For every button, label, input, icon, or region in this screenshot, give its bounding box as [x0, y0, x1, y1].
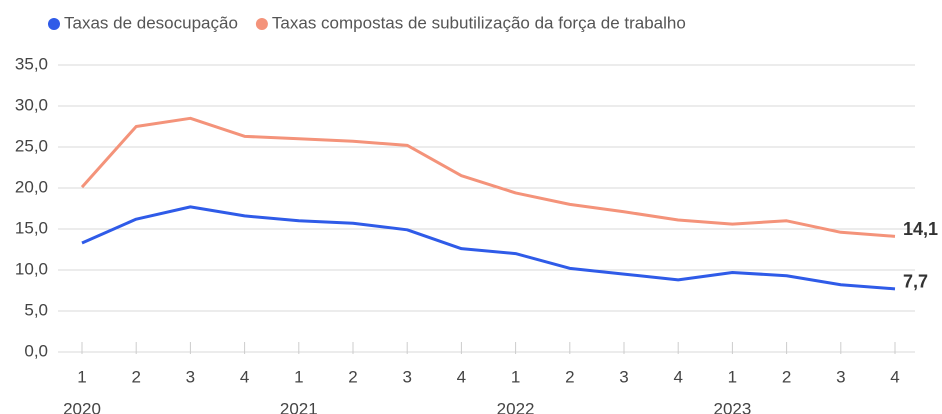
y-tick-label: 15,0 [15, 218, 48, 237]
x-tick-label: 4 [890, 367, 899, 386]
x-tick-label: 1 [511, 367, 520, 386]
year-label: 2022 [497, 399, 535, 414]
x-tick-label: 2 [782, 367, 791, 386]
y-tick-label: 5,0 [24, 300, 48, 319]
y-tick-label: 25,0 [15, 136, 48, 155]
x-tick-label: 2 [565, 367, 574, 386]
legend-marker [255, 18, 268, 30]
x-tick-label: 3 [402, 367, 411, 386]
y-tick-label: 0,0 [24, 341, 48, 360]
x-tick-label: 4 [457, 367, 466, 386]
series-line [80, 116, 896, 238]
y-tick-label: 10,0 [15, 259, 48, 278]
x-tick-label: 1 [294, 367, 303, 386]
data-label: 14,1 [903, 219, 938, 239]
series-line [81, 205, 896, 291]
x-tick-label: 4 [240, 367, 249, 386]
y-tick-label: 30,0 [15, 95, 48, 114]
legend-marker [48, 18, 60, 30]
y-tick-label: 35,0 [15, 54, 48, 73]
x-tick-label: 1 [77, 367, 86, 386]
x-tick-label: 4 [673, 367, 682, 386]
x-tick-label: 1 [728, 367, 737, 386]
x-tick-label: 3 [619, 367, 628, 386]
year-label: 2020 [63, 399, 101, 414]
x-tick-label: 3 [186, 367, 195, 386]
x-tick-label: 3 [836, 367, 845, 386]
x-tick-label: 2 [348, 367, 357, 386]
year-label: 2021 [280, 399, 318, 414]
legend-label: Taxas compostas de subutilização da forç… [272, 13, 686, 32]
data-label: 7,7 [903, 272, 928, 292]
legend-label: Taxas de desocupação [64, 13, 238, 32]
y-tick-label: 20,0 [15, 177, 48, 196]
year-label: 2023 [713, 399, 751, 414]
x-tick-label: 2 [131, 367, 140, 386]
